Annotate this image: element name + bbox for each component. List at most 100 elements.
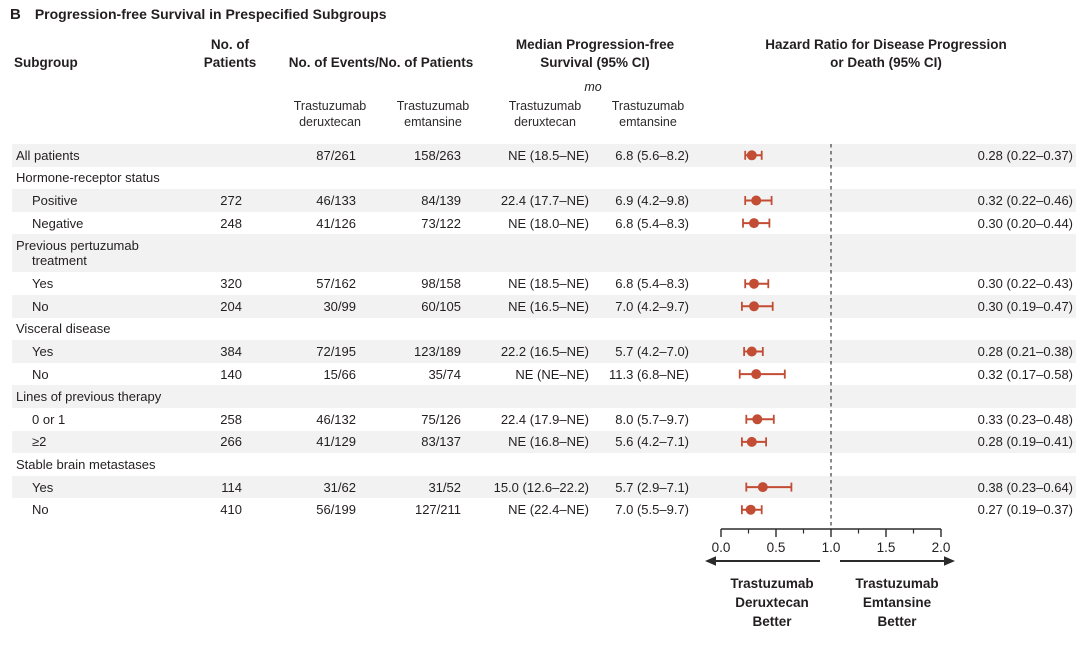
subgroup-label: ≥2 <box>32 431 46 454</box>
subgroup-label-line1: Hormone-receptor status <box>16 170 160 186</box>
subgroup-label: No <box>32 363 49 386</box>
subgroup-label: Visceral disease <box>16 318 110 341</box>
cell-patients: 266 <box>220 434 242 450</box>
cell-events-emtansine: 31/52 <box>428 479 461 495</box>
subgroup-label-line1: Lines of previous therapy <box>16 389 162 405</box>
x-axis-tick-label: 1.5 <box>877 540 896 555</box>
figure-title-bar: B Progression-free Survival in Prespecifi… <box>10 6 387 24</box>
group-header-row: Stable brain metastases <box>12 453 1076 476</box>
subgroup-label: Yes <box>32 272 53 295</box>
cell-median-deruxtecan: NE (18.5–NE) <box>508 276 589 292</box>
cell-events-emtansine: 75/126 <box>421 411 461 427</box>
table-row: Positive 272 46/133 84/139 22.4 (17.7–NE) 6.9… <box>12 189 1076 212</box>
subgroup-label-line1: Negative <box>32 215 84 231</box>
cell-events-deruxtecan: 72/195 <box>316 343 356 359</box>
cell-events-emtansine: 60/105 <box>421 298 461 314</box>
subgroup-label: Negative <box>32 212 83 235</box>
cell-median-emtansine: 8.0 (5.7–9.7) <box>615 411 689 427</box>
col-header-median-line2: Survival (95% CI) <box>540 55 650 70</box>
cell-patients: 320 <box>220 276 242 292</box>
cell-events-deruxtecan: 46/132 <box>316 411 356 427</box>
cell-median-emtansine: 5.7 (4.2–7.0) <box>615 343 689 359</box>
subgroup-label: Positive <box>32 189 78 212</box>
cell-events-deruxtecan: 15/66 <box>323 366 356 382</box>
subgroup-label-line1: Previous pertuzumab <box>16 238 139 254</box>
table-row: Yes 384 72/195 123/189 22.2 (16.5–NE) 5.7 (4.… <box>12 340 1076 363</box>
cell-median-emtansine: 7.0 (5.5–9.7) <box>615 502 689 518</box>
cell-events-deruxtecan: 57/162 <box>316 276 356 292</box>
cell-hr: 0.30 (0.22–0.43) <box>977 276 1073 292</box>
subgroup-label-line1: Stable brain metastases <box>16 456 156 472</box>
cell-hr: 0.30 (0.19–0.47) <box>977 298 1073 314</box>
table-row: Yes 320 57/162 98/158 NE (18.5–NE) 6.8 (5.4–8… <box>12 272 1076 295</box>
cell-median-deruxtecan: 15.0 (12.6–22.2) <box>493 479 589 495</box>
cell-patients: 410 <box>220 502 242 518</box>
cell-median-deruxtecan: 22.2 (16.5–NE) <box>500 343 589 359</box>
subgroup-label: All patients <box>16 144 80 167</box>
cell-median-deruxtecan: NE (18.0–NE) <box>508 215 589 231</box>
x-axis-tick-label: 1.0 <box>822 540 841 555</box>
subgroup-label-line1: Yes <box>32 276 54 292</box>
cell-hr: 0.27 (0.19–0.37) <box>977 502 1073 518</box>
cell-hr: 0.32 (0.17–0.58) <box>977 366 1073 382</box>
subgroup-label-line1: Yes <box>32 479 54 495</box>
cell-events-deruxtecan: 31/62 <box>323 479 356 495</box>
subgroup-label: Yes <box>32 340 53 363</box>
subgroup-label-line1: No <box>32 502 49 518</box>
subgroup-label: No <box>32 295 49 318</box>
subgroup-label-line1: Visceral disease <box>16 321 111 337</box>
subgroup-label: 0 or 1 <box>32 408 65 431</box>
col-header-subgroup: Subgroup <box>14 55 78 70</box>
cell-patients: 384 <box>220 343 242 359</box>
figure-title: Progression-free Survival in Prespecifie… <box>34 6 387 22</box>
cell-median-emtansine: 6.8 (5.4–8.3) <box>615 276 689 292</box>
col-header-hr-line1: Hazard Ratio for Disease Progression <box>765 37 1007 52</box>
x-axis-tick-label: 0.0 <box>712 540 731 555</box>
table-row: 0 or 1 258 46/132 75/126 22.4 (17.9–NE) 8.0 (… <box>12 408 1076 431</box>
cell-median-deruxtecan: NE (22.4–NE) <box>508 502 589 518</box>
cell-events-deruxtecan: 41/126 <box>316 215 356 231</box>
median-unit-label: mo <box>584 80 602 94</box>
col-header-events: No. of Events/No. of Patients <box>288 55 474 70</box>
subgroup-label-line1: Positive <box>32 192 78 208</box>
subcol-events-emtansine: Trastuzumab emtansine <box>396 99 470 129</box>
cell-hr: 0.30 (0.20–0.44) <box>977 215 1073 231</box>
cell-median-emtansine: 6.8 (5.6–8.2) <box>615 147 689 163</box>
x-axis-tick-label: 0.5 <box>767 540 786 555</box>
cell-patients: 140 <box>220 366 242 382</box>
subgroup-label: Stable brain metastases <box>16 453 155 476</box>
cell-events-emtansine: 73/122 <box>421 215 461 231</box>
cell-events-emtansine: 35/74 <box>428 366 461 382</box>
cell-median-emtansine: 11.3 (6.8–NE) <box>609 366 689 382</box>
cell-events-emtansine: 123/189 <box>414 343 461 359</box>
cell-patients: 248 <box>220 215 242 231</box>
cell-median-emtansine: 5.7 (2.9–7.1) <box>615 479 689 495</box>
subcol-median-deruxtecan: Trastuzumab deruxtecan <box>508 99 582 129</box>
col-header-median-line1: Median Progression-free <box>515 37 675 52</box>
group-header-row: Hormone-receptor status <box>12 167 1076 190</box>
table-row: No 410 56/199 127/211 NE (22.4–NE) 7.0 (5.5–9… <box>12 498 1076 521</box>
table-row: Negative 248 41/126 73/122 NE (18.0–NE) 6.8 (… <box>12 212 1076 235</box>
subgroup-label-line1: No <box>32 366 49 382</box>
group-header-row: Lines of previous therapy <box>12 385 1076 408</box>
col-header-hr-line2: or Death (95% CI) <box>830 55 942 70</box>
table-row: Yes 114 31/62 31/52 15.0 (12.6–22.2) 5.7 (2.9… <box>12 475 1076 499</box>
x-axis-tick-label: 2.0 <box>932 540 951 555</box>
subcol-median-emtansine: Trastuzumab emtansine <box>611 99 685 129</box>
cell-events-deruxtecan: 87/261 <box>316 147 356 163</box>
panel-label: B <box>10 6 21 23</box>
cell-hr: 0.28 (0.19–0.41) <box>977 434 1073 450</box>
cell-median-deruxtecan: NE (16.8–NE) <box>508 434 589 450</box>
arrow-left-head-icon <box>705 556 716 566</box>
cell-median-emtansine: 5.6 (4.2–7.1) <box>615 434 689 450</box>
table-row: No 204 30/99 60/105 NE (16.5–NE) 7.0 (4.2–9.7… <box>12 295 1076 318</box>
subcol-events-deruxtecan: Trastuzumab deruxtecan <box>293 99 367 129</box>
group-header-row: Previous pertuzumab treatment <box>12 234 1076 273</box>
subgroup-label: Lines of previous therapy <box>16 385 161 408</box>
group-header-row: Visceral disease <box>12 318 1076 341</box>
cell-hr: 0.33 (0.23–0.48) <box>977 411 1073 427</box>
cell-median-deruxtecan: NE (16.5–NE) <box>508 298 589 314</box>
table-row: No 140 15/66 35/74 NE (NE–NE) 11.3 (6.8–NE) 0.… <box>12 363 1076 386</box>
cell-median-deruxtecan: NE (18.5–NE) <box>508 147 589 163</box>
